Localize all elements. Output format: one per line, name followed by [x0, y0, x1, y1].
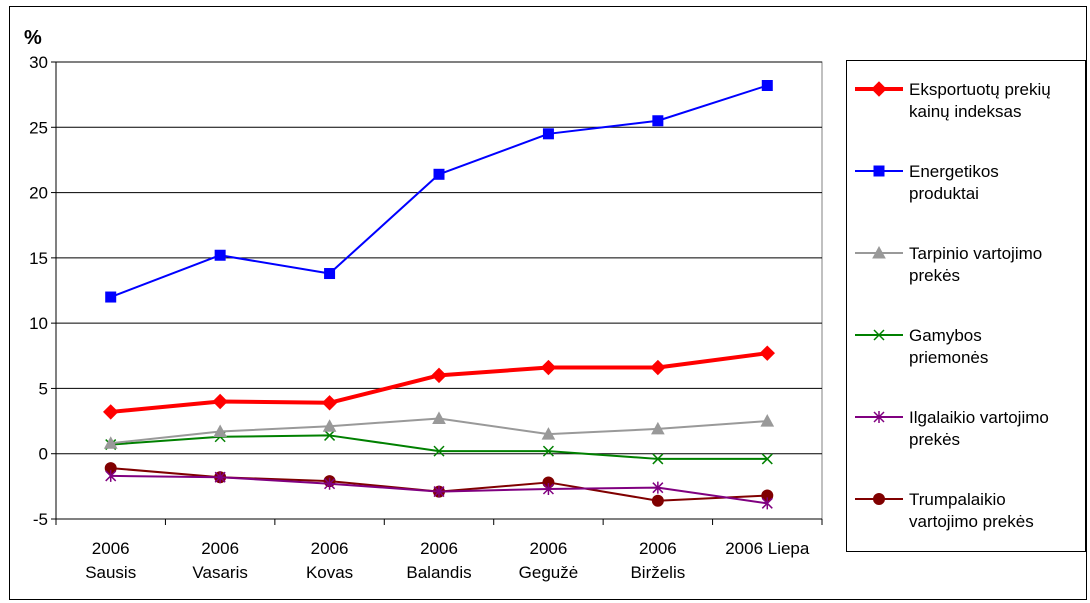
data-point [214, 471, 226, 484]
y-tick-label: 5 [39, 379, 48, 398]
series-2 [103, 411, 775, 449]
data-point [213, 424, 227, 438]
data-point [214, 249, 226, 261]
y-tick-label: 10 [29, 314, 48, 333]
x-tick-label: 2006 Vasaris [192, 539, 247, 582]
legend-symbol [872, 245, 886, 259]
legend-label: Gamybos priemonės [909, 326, 989, 367]
data-point [540, 359, 557, 376]
series-0 [103, 345, 775, 420]
data-point [542, 482, 554, 495]
legend-label: Trumpalaikio vartojimo prekės [909, 490, 1034, 531]
data-point [651, 421, 665, 435]
legend-item: Trumpalaikio vartojimo prekės [847, 487, 1085, 551]
legend-symbol [873, 329, 885, 341]
x-tick-label: 2006 Balandis [406, 539, 471, 582]
legend-item: Tarpinio vartojimo prekės [847, 241, 1085, 311]
data-point [652, 115, 664, 127]
data-point [324, 477, 336, 490]
series-4 [105, 469, 773, 510]
data-point [324, 429, 336, 441]
legend-item: Energetikos produktai [847, 159, 1085, 229]
y-tick-label: 0 [39, 445, 48, 464]
y-axis-label: % [24, 27, 42, 49]
data-point [433, 168, 445, 180]
chart-legend: Eksportuotų prekių kainų indeksas Energet… [846, 60, 1086, 552]
data-point [103, 404, 119, 420]
legend-symbol [873, 165, 885, 177]
data-point [212, 393, 228, 410]
legend-symbol [871, 81, 887, 97]
legend-item: Gamybos priemonės [847, 323, 1085, 393]
legend-marker [855, 411, 903, 423]
y-tick-label: -5 [33, 510, 48, 529]
data-point [542, 128, 554, 140]
x-tick-label: 2006 Kovas [306, 539, 353, 582]
data-point [652, 481, 664, 494]
legend-item: Eksportuotų prekių kainų indeksas [847, 77, 1085, 147]
data-point [105, 291, 117, 303]
data-point [322, 419, 337, 432]
legend-marker [855, 329, 903, 341]
y-tick-label: 20 [29, 184, 48, 203]
data-point [542, 445, 554, 457]
data-point [650, 359, 666, 376]
legend-marker [855, 81, 903, 97]
y-tick-label: 15 [29, 249, 48, 268]
legend-symbol [873, 411, 885, 423]
data-point [761, 497, 773, 510]
data-point [105, 469, 117, 482]
data-point [761, 80, 773, 92]
legend-marker [855, 245, 903, 259]
data-point [541, 427, 556, 440]
legend-item: Ilgalaikio vartojimo prekės [847, 405, 1085, 475]
data-point [761, 453, 773, 465]
legend-symbol [873, 493, 885, 505]
legend-label: Tarpinio vartojimo prekės [909, 244, 1043, 285]
series-1 [105, 80, 773, 303]
data-point [433, 485, 445, 498]
x-tick-label: 2006 Sausis [85, 539, 136, 582]
legend-label: Eksportuotų prekių kainų indeksas [909, 80, 1051, 121]
data-point [431, 367, 447, 384]
data-point [760, 414, 775, 427]
y-tick-label: 25 [29, 118, 48, 137]
y-tick-label: 30 [29, 53, 48, 72]
legend-label: Energetikos produktai [909, 162, 999, 203]
data-point [321, 395, 338, 411]
x-tick-label: 2006 Liepa [725, 539, 810, 558]
plot-area [55, 61, 823, 520]
data-point [652, 453, 664, 465]
data-point [432, 411, 446, 424]
data-point [433, 445, 445, 457]
legend-marker [855, 493, 903, 505]
data-point [324, 268, 336, 280]
x-tick-label: 2006 Gegužė [519, 539, 579, 582]
legend-label: Ilgalaikio vartojimo prekės [909, 408, 1049, 449]
legend-marker [855, 165, 903, 177]
data-point [103, 436, 118, 449]
x-tick-label: 2006 Birželis [630, 539, 685, 582]
data-point [651, 494, 664, 507]
data-point [759, 345, 775, 361]
